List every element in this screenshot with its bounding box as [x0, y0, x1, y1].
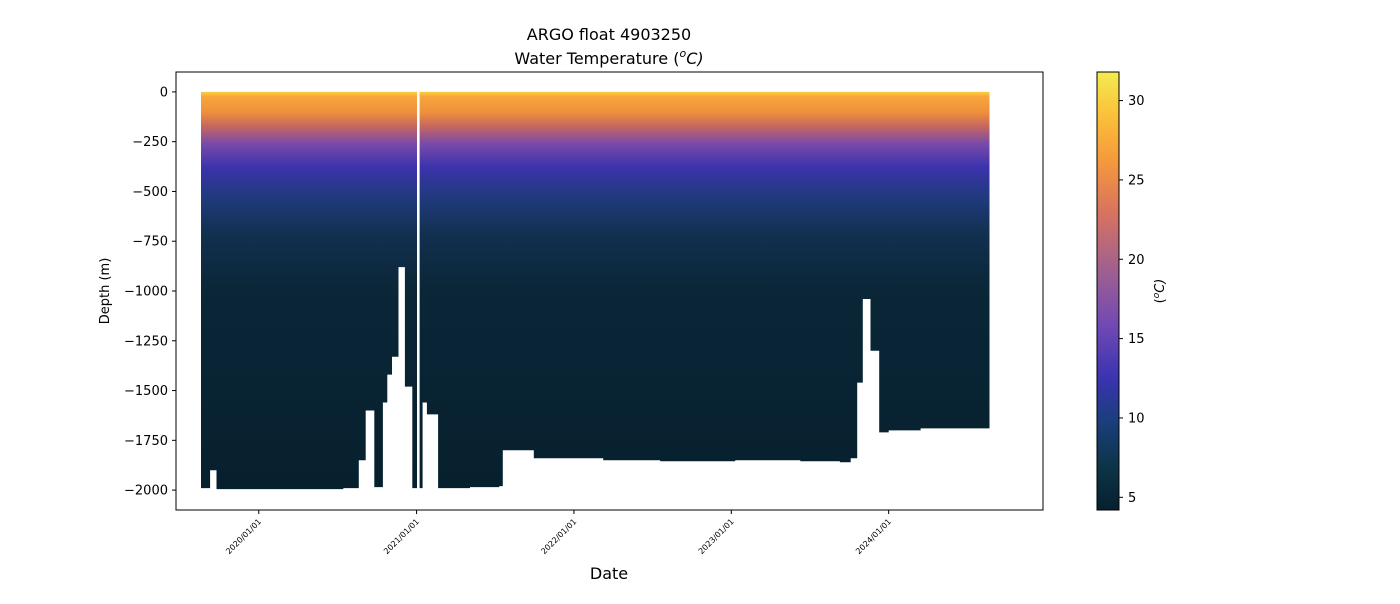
x-tick-label: 2022/01/01 — [539, 517, 578, 556]
colorbar-label-open: ( — [1153, 298, 1168, 303]
colorbar-label-unit: C) — [1153, 279, 1168, 293]
data-gap — [417, 72, 420, 510]
chart-subtitle-sup: o — [679, 47, 686, 60]
colorbar-label-sup: o — [1152, 292, 1162, 298]
y-tick-label: −1000 — [124, 285, 168, 300]
y-tick-label: −750 — [132, 235, 168, 250]
colorbar-label: (oC) — [1152, 279, 1168, 304]
y-tick-label: −1250 — [124, 334, 168, 349]
y-tick-label: −500 — [132, 185, 168, 200]
plot-area — [201, 72, 990, 510]
colorbar — [1096, 71, 1120, 511]
x-tick-label: 2021/01/01 — [382, 517, 421, 556]
chart-title: ARGO float 4903250 — [527, 25, 691, 44]
profiles-layer — [201, 72, 990, 510]
colorbar-tick-label: 20 — [1128, 253, 1145, 268]
x-axis: 2020/01/01 2021/01/01 2022/01/01 2023/01/01… — [224, 510, 893, 556]
y-tick-label: 0 — [160, 85, 168, 100]
colorbar-tick-label: 5 — [1128, 491, 1136, 506]
y-tick-label: −1750 — [124, 434, 168, 449]
colorbar-tick-label: 25 — [1128, 173, 1145, 188]
x-tick-label: 2024/01/01 — [854, 517, 893, 556]
y-tick-label: −250 — [132, 135, 168, 150]
chart-subtitle: Water Temperature (oC) — [514, 47, 703, 68]
x-tick-label: 2020/01/01 — [224, 517, 263, 556]
y-axis: 0 −250 −500 −750 −1000 −1250 −1500 −1750 −2000 — [124, 85, 176, 499]
colorbar-tick-label: 30 — [1128, 94, 1145, 109]
y-tick-label: −1500 — [124, 384, 168, 399]
colorbar-tick-label: 10 — [1128, 411, 1145, 426]
colorbar-tick-label: 15 — [1128, 332, 1145, 347]
y-tick-label: −2000 — [124, 484, 168, 499]
y-axis-label: Depth (m) — [98, 258, 113, 325]
chart-subtitle-unit: C) — [686, 49, 703, 68]
temperature-field — [201, 91, 990, 490]
chart-subtitle-text: Water Temperature ( — [514, 49, 679, 68]
x-axis-label: Date — [590, 564, 628, 583]
x-tick-label: 2023/01/01 — [697, 517, 736, 556]
colorbar-axis: 5 10 15 20 25 30 — [1119, 94, 1145, 506]
